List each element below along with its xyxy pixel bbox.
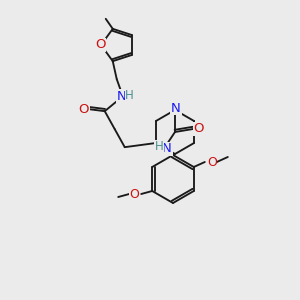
Text: O: O xyxy=(129,188,139,200)
Text: O: O xyxy=(194,122,204,136)
Text: H: H xyxy=(154,140,164,154)
Text: H: H xyxy=(125,89,134,102)
Text: N: N xyxy=(117,90,127,103)
Text: O: O xyxy=(95,38,105,52)
Text: N: N xyxy=(171,101,181,115)
Text: O: O xyxy=(207,155,217,169)
Text: O: O xyxy=(79,103,89,116)
Text: N: N xyxy=(162,142,172,155)
